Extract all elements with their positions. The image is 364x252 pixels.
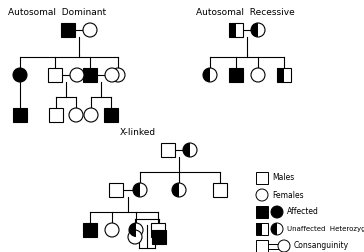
- Circle shape: [133, 183, 147, 197]
- Wedge shape: [133, 183, 140, 197]
- Circle shape: [251, 23, 265, 37]
- Wedge shape: [129, 223, 136, 237]
- Bar: [229, 23, 236, 37]
- Text: X-linked: X-linked: [120, 128, 156, 137]
- Bar: [83, 68, 97, 82]
- Bar: [109, 183, 123, 197]
- Bar: [213, 183, 227, 197]
- Bar: [104, 108, 118, 122]
- Bar: [83, 223, 97, 237]
- Circle shape: [128, 230, 142, 244]
- Circle shape: [271, 206, 283, 218]
- Bar: [229, 23, 243, 37]
- Text: Unaffected  Heterozygotes: Unaffected Heterozygotes: [287, 226, 364, 232]
- Circle shape: [278, 240, 290, 252]
- Circle shape: [256, 189, 268, 201]
- Bar: [256, 223, 268, 235]
- Bar: [151, 223, 165, 237]
- Text: Males: Males: [272, 173, 294, 182]
- Bar: [161, 143, 175, 157]
- Circle shape: [83, 23, 97, 37]
- Circle shape: [105, 68, 119, 82]
- Circle shape: [13, 68, 27, 82]
- Wedge shape: [203, 68, 210, 82]
- Wedge shape: [183, 143, 190, 157]
- Circle shape: [271, 223, 283, 235]
- Circle shape: [129, 223, 143, 237]
- Bar: [152, 230, 166, 244]
- Wedge shape: [172, 183, 179, 197]
- Bar: [277, 68, 291, 82]
- Circle shape: [251, 68, 265, 82]
- Circle shape: [183, 143, 197, 157]
- Bar: [61, 23, 75, 37]
- Circle shape: [172, 183, 186, 197]
- Text: Autosomal  Dominant: Autosomal Dominant: [8, 8, 106, 17]
- Circle shape: [70, 68, 84, 82]
- Circle shape: [69, 108, 83, 122]
- Bar: [13, 108, 27, 122]
- Text: Consanguinity: Consanguinity: [294, 241, 349, 250]
- Bar: [256, 223, 262, 235]
- Bar: [48, 68, 62, 82]
- Circle shape: [203, 68, 217, 82]
- Circle shape: [111, 68, 125, 82]
- Text: Females: Females: [272, 191, 304, 200]
- Bar: [49, 108, 63, 122]
- Text: Autosomal  Recessive: Autosomal Recessive: [196, 8, 295, 17]
- Circle shape: [105, 223, 119, 237]
- Bar: [256, 206, 268, 218]
- Bar: [256, 172, 268, 184]
- Bar: [229, 68, 243, 82]
- Wedge shape: [251, 23, 258, 37]
- Bar: [277, 68, 284, 82]
- Wedge shape: [271, 223, 277, 235]
- Text: Affected: Affected: [287, 207, 319, 216]
- Circle shape: [84, 108, 98, 122]
- Bar: [256, 240, 268, 252]
